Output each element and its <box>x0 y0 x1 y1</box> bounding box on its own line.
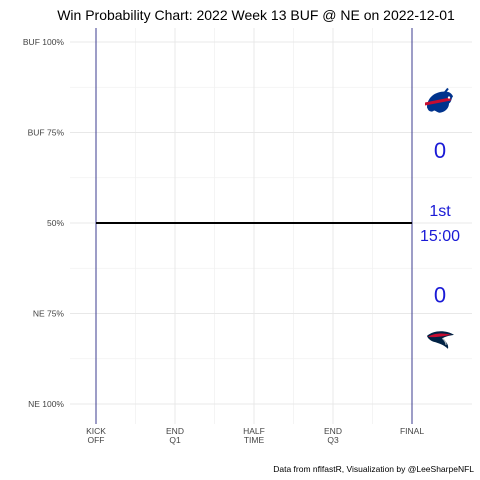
x-tick-label-line2: OFF <box>88 435 105 445</box>
y-tick-label: BUF 75% <box>28 128 65 138</box>
x-tick-label-line2: Q1 <box>169 435 181 445</box>
y-axis-tick-labels: BUF 100% BUF 75% 50% NE 75% NE 100% <box>23 37 65 409</box>
y-tick-label: NE 100% <box>28 399 64 409</box>
buf-score: 0 <box>434 138 446 163</box>
y-tick-label: BUF 100% <box>23 37 65 47</box>
chart-title: Win Probability Chart: 2022 Week 13 BUF … <box>57 7 455 23</box>
game-quarter: 1st <box>429 203 451 220</box>
x-tick-label-line2: Q3 <box>327 435 339 445</box>
x-tick-label: FINAL <box>400 426 424 436</box>
patriots-logo-icon <box>427 331 454 349</box>
ne-score: 0 <box>434 283 446 308</box>
game-clock: 15:00 <box>420 228 460 245</box>
x-tick-label-line2: TIME <box>244 435 265 445</box>
x-tick-label: END <box>324 426 342 436</box>
bills-logo-icon <box>425 87 453 113</box>
chart-caption: Data from nflfastR, Visualization by @Le… <box>273 464 474 474</box>
x-tick-label: END <box>166 426 184 436</box>
x-tick-label: HALF <box>243 426 265 436</box>
y-tick-label: NE 75% <box>33 309 65 319</box>
y-tick-label: 50% <box>47 218 64 228</box>
x-tick-label: KICK <box>86 426 106 436</box>
minor-gridlines <box>70 28 472 424</box>
